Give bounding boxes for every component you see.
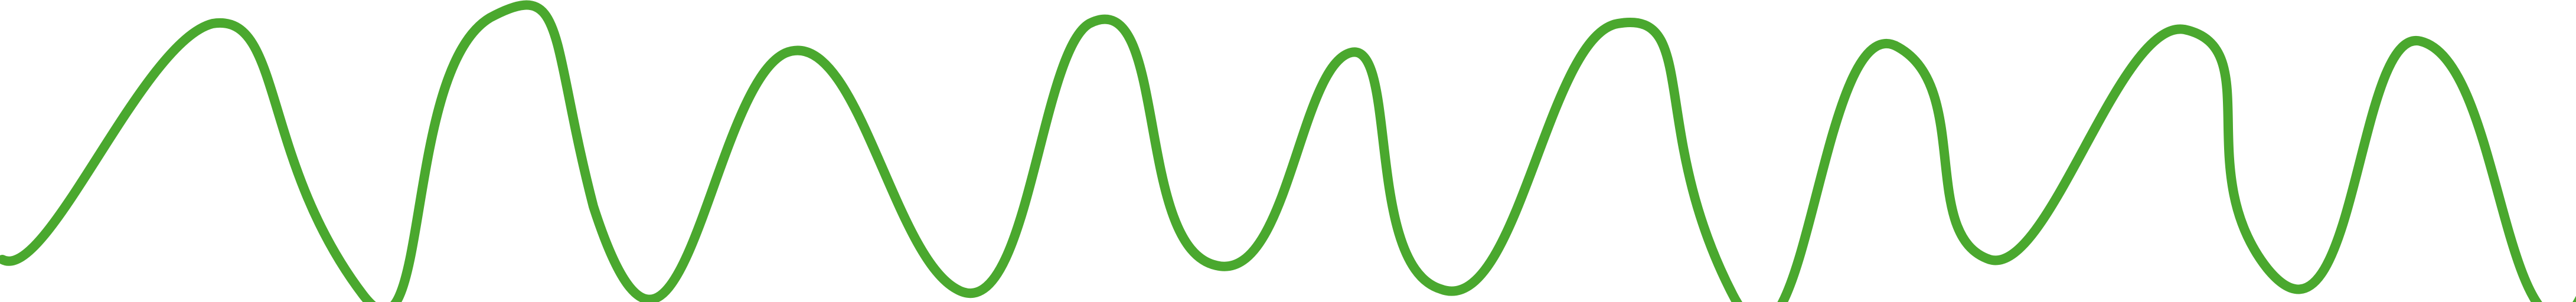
wavy-line-graphic — [0, 0, 2576, 302]
wavy-line — [0, 0, 2576, 302]
canvas — [0, 0, 2576, 302]
